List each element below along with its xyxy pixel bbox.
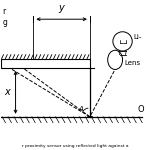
Text: g: g xyxy=(2,18,7,27)
Ellipse shape xyxy=(108,50,123,69)
Text: r: r xyxy=(2,7,5,16)
Text: A: A xyxy=(79,106,83,112)
Text: y: y xyxy=(59,3,64,13)
Text: x: x xyxy=(4,87,9,97)
Circle shape xyxy=(113,32,132,51)
Text: Li-: Li- xyxy=(133,34,141,40)
Bar xyxy=(1,59,90,68)
Text: r proximity sensor using reflected light against a: r proximity sensor using reflected light… xyxy=(22,144,128,148)
Text: O: O xyxy=(137,105,144,114)
Text: Lens: Lens xyxy=(124,60,140,66)
